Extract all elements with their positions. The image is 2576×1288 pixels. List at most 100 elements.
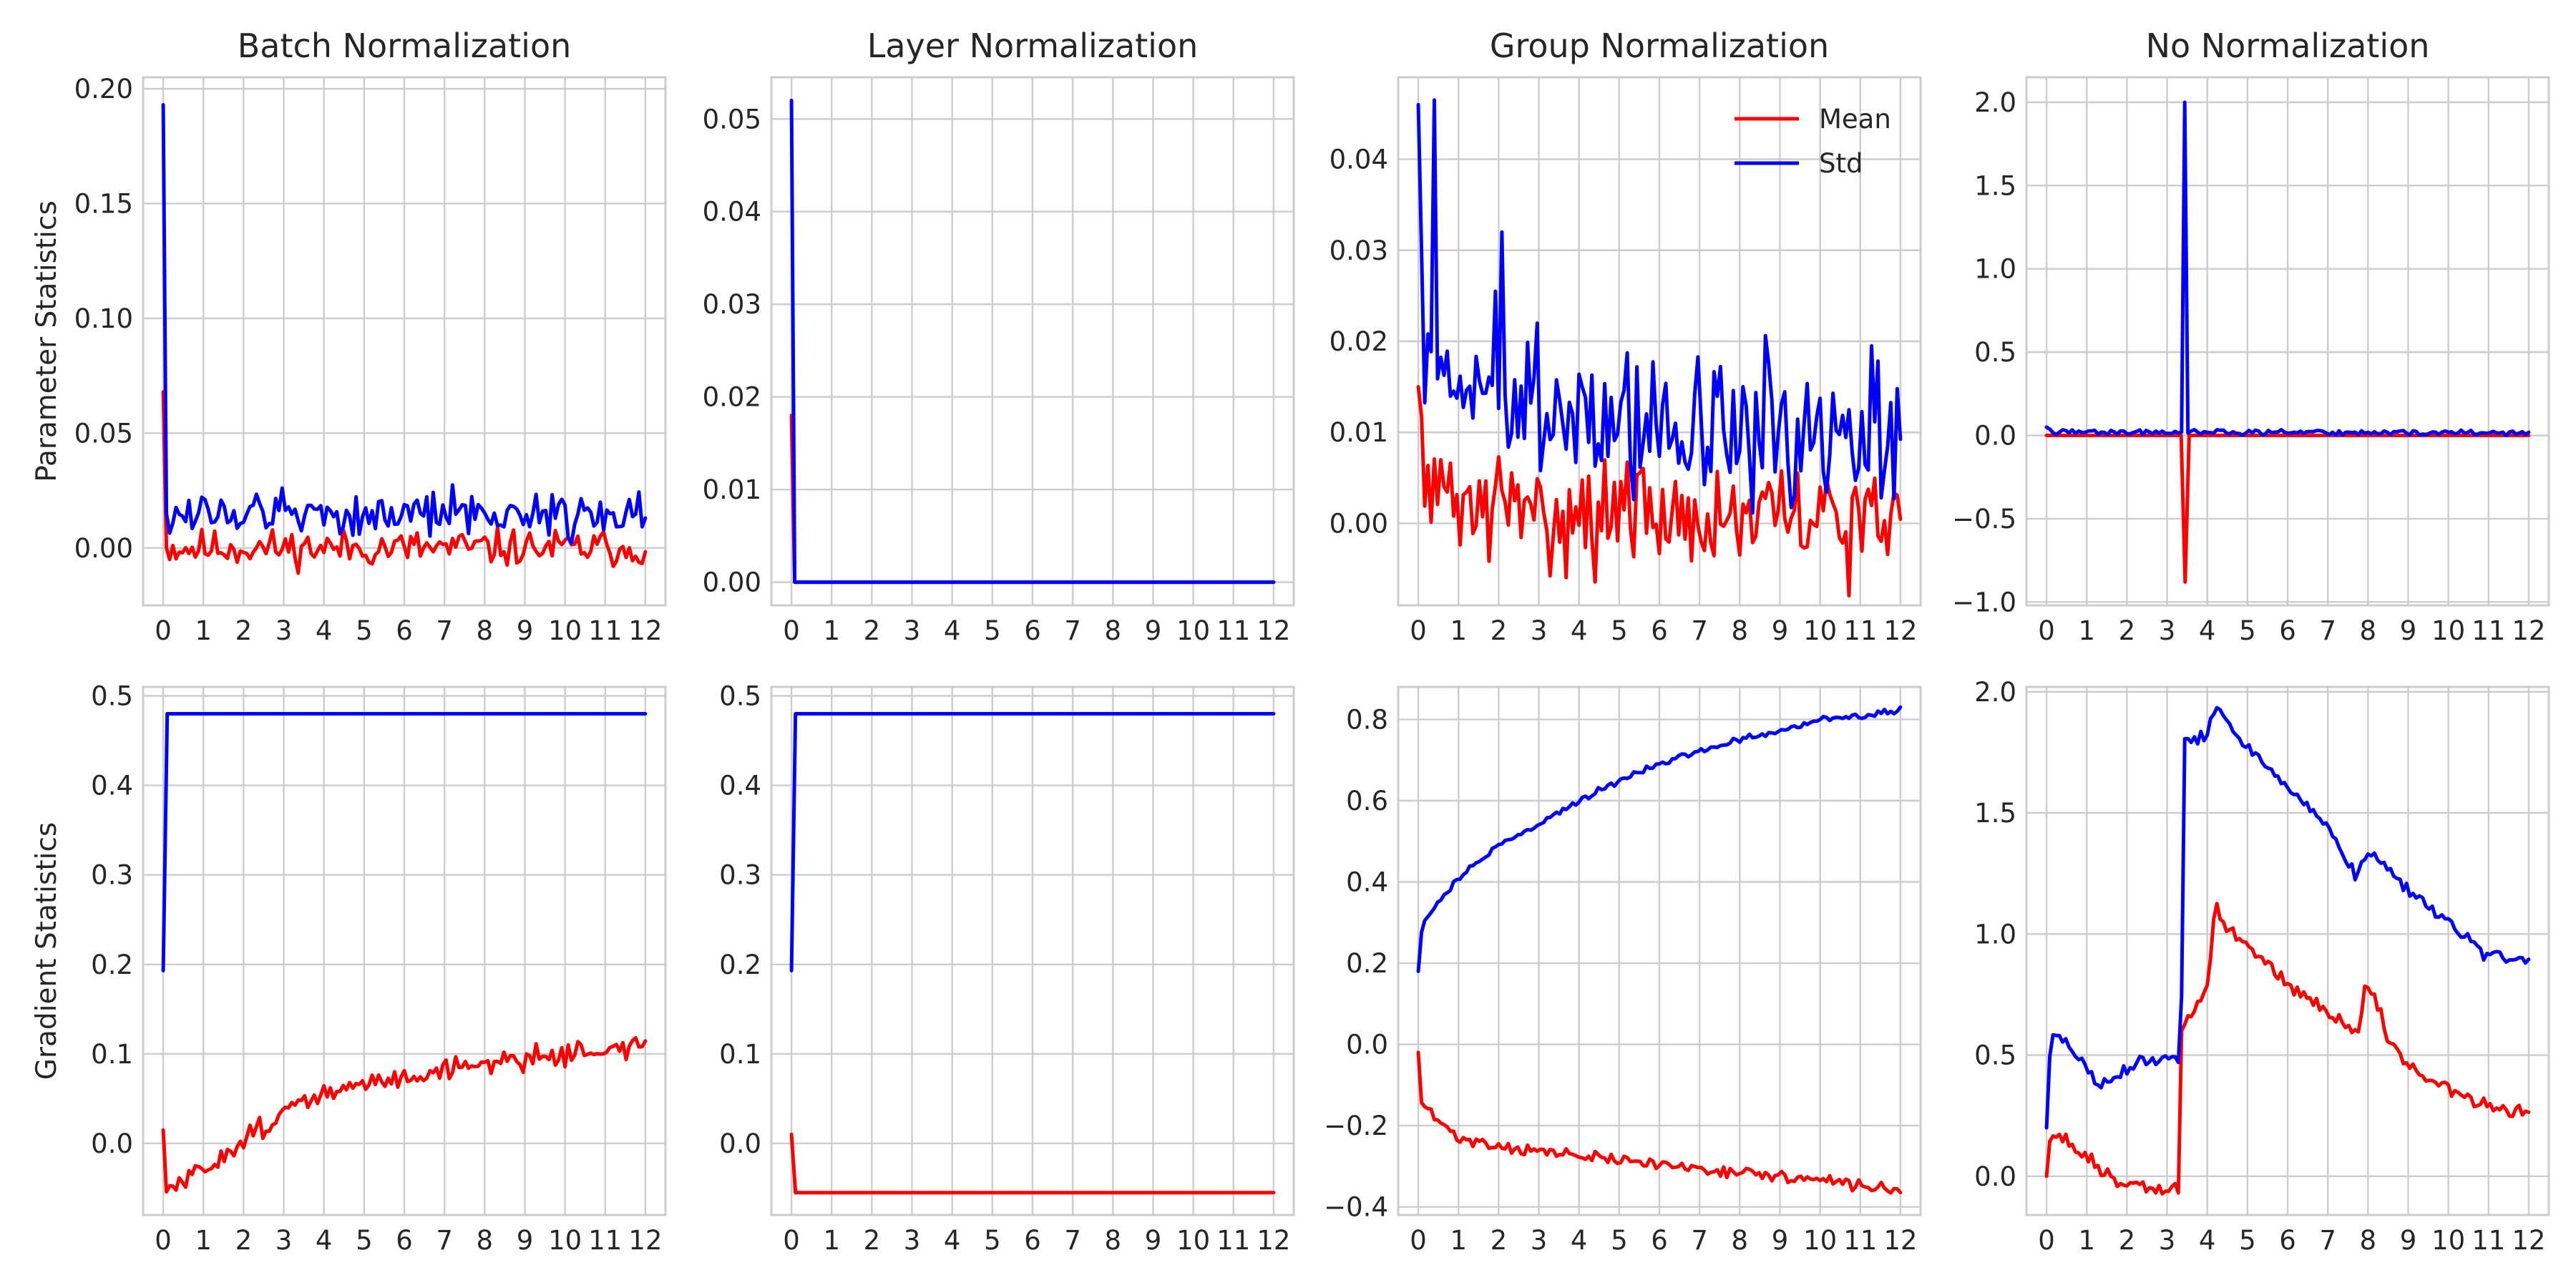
series-line-std [161, 712, 648, 972]
series-line-std [789, 712, 1276, 972]
x-tick-label: 8 [2360, 615, 2377, 646]
y-tick-label: 0.2 [1346, 948, 1388, 979]
y-tick-label: 1.5 [1974, 798, 2016, 829]
series-line-std [2044, 706, 2531, 1130]
x-tick-label: 9 [517, 1225, 534, 1256]
y-tick-label: 0.4 [1346, 867, 1388, 897]
x-tick-label: 10 [2431, 615, 2465, 646]
x-tick-label: 7 [1691, 615, 1708, 646]
y-tick-label: 0.04 [1330, 145, 1388, 175]
x-tick-label: 11 [1216, 615, 1250, 646]
x-tick-label: 10 [1803, 1225, 1837, 1256]
panel-title: Group Normalization [1490, 26, 1829, 65]
y-tick-label: 0.00 [1330, 508, 1388, 539]
series-line-std [1416, 98, 1903, 515]
x-tick-label: 10 [1176, 615, 1210, 646]
axes-frame [2025, 76, 2550, 607]
y-tick-label: 2.0 [1974, 87, 2016, 118]
x-tick-label: 6 [396, 615, 413, 646]
y-tick-label: 0.5 [719, 681, 761, 712]
x-tick-label: 0 [1410, 1225, 1427, 1256]
series-line-std [789, 98, 1276, 585]
x-tick-label: 4 [316, 615, 333, 646]
x-tick-label: 5 [984, 1225, 1001, 1256]
axes-frame [142, 76, 667, 607]
axes-frame [1397, 76, 1922, 607]
x-tick-label: 3 [2159, 1225, 2176, 1256]
x-tick-label: 3 [1531, 615, 1548, 646]
x-tick-label: 1 [2078, 615, 2095, 646]
x-tick-label: 4 [944, 1225, 961, 1256]
y-tick-label: 0.00 [703, 567, 761, 598]
x-tick-label: 12 [2512, 615, 2545, 646]
y-tick-label: 0.04 [703, 197, 761, 228]
x-tick-label: 10 [548, 615, 582, 646]
y-tick-label: 0.0 [1346, 1030, 1388, 1060]
x-tick-label: 10 [1176, 1225, 1210, 1256]
panel-bottom-4: 0 1 2 3 4 5 6 7 8 9 10 11 120.00.51.01.52.0 [1974, 677, 2550, 1256]
y-tick-label: 0.10 [74, 303, 133, 334]
axes-frame [770, 76, 1295, 607]
y-tick-label: 0.5 [1974, 1040, 2016, 1071]
legend-label-mean: Mean [1819, 104, 1891, 135]
series-line-mean [161, 1035, 648, 1194]
series-line-mean [1416, 1050, 1903, 1195]
x-tick-label: 2 [864, 1225, 881, 1256]
x-tick-label: 2 [2119, 615, 2136, 646]
x-tick-label: 11 [1843, 1225, 1877, 1256]
x-tick-label: 4 [316, 1225, 333, 1256]
x-tick-label: 11 [2472, 615, 2505, 646]
series-line-mean [2044, 434, 2531, 584]
x-tick-label: 5 [356, 1225, 373, 1256]
panel-bottom-1: 0 1 2 3 4 5 6 7 8 9 10 11 120.00.10.20.30.40.5Gradie… [31, 681, 667, 1256]
y-tick-label: 0.0 [1974, 1161, 2016, 1192]
y-tick-label: 0.0 [1974, 421, 2016, 452]
x-tick-label: 0 [2038, 615, 2055, 646]
x-tick-label: 7 [436, 1225, 453, 1256]
y-tick-label: 0.0 [91, 1128, 133, 1159]
x-tick-label: 11 [588, 615, 622, 646]
x-tick-label: 4 [944, 615, 961, 646]
x-tick-label: 2 [864, 615, 881, 646]
x-tick-label: 6 [1024, 615, 1041, 646]
x-tick-label: 4 [2199, 615, 2216, 646]
y-tick-label: 0.5 [91, 681, 133, 712]
x-tick-label: 12 [1257, 615, 1290, 646]
x-tick-label: 7 [1691, 1225, 1708, 1256]
x-tick-label: 6 [1651, 615, 1668, 646]
x-tick-label: 7 [1064, 1225, 1081, 1256]
x-tick-label: 12 [1257, 1225, 1290, 1256]
x-tick-label: 12 [2512, 1225, 2545, 1256]
x-tick-label: 2 [1491, 615, 1508, 646]
x-tick-label: 11 [1843, 615, 1877, 646]
x-tick-label: 6 [1651, 1225, 1668, 1256]
x-tick-label: 11 [1216, 1225, 1250, 1256]
x-tick-label: 0 [155, 615, 172, 646]
panel-title: No Normalization [2146, 26, 2430, 65]
x-tick-label: 1 [195, 1225, 212, 1256]
panel-top-4: 0 1 2 3 4 5 6 7 8 9 10 11 12−1.0−0.50.00.51.01.52.0N… [1952, 26, 2550, 646]
series-line-std [161, 103, 648, 545]
series-line-mean [2044, 902, 2531, 1196]
panel-top-2: 0 1 2 3 4 5 6 7 8 9 10 11 120.000.010.020.030.040.05… [703, 26, 1295, 646]
y-tick-label: 0.03 [1330, 235, 1388, 266]
panel-top-3: 0 1 2 3 4 5 6 7 8 9 10 11 120.000.010.020.030.04Grou… [1330, 26, 1922, 646]
x-tick-label: 8 [1732, 615, 1749, 646]
legend-label-std: Std [1819, 148, 1863, 179]
y-tick-label: 0.2 [91, 950, 133, 980]
x-tick-label: 2 [235, 615, 253, 646]
x-tick-label: 5 [1611, 1225, 1628, 1256]
series-line-mean [789, 1132, 1276, 1195]
x-tick-label: 6 [1024, 1225, 1041, 1256]
x-tick-label: 1 [823, 1225, 840, 1256]
axes-frame [2025, 686, 2550, 1216]
x-tick-label: 10 [548, 1225, 582, 1256]
y-axis-label: Gradient Statistics [31, 822, 63, 1080]
y-tick-label: −0.5 [1952, 504, 2016, 535]
y-tick-label: 0.3 [719, 860, 761, 891]
y-tick-label: 0.05 [703, 104, 761, 135]
x-tick-label: 12 [1883, 1225, 1917, 1256]
x-tick-label: 5 [356, 615, 373, 646]
y-tick-label: 1.5 [1974, 170, 2016, 201]
